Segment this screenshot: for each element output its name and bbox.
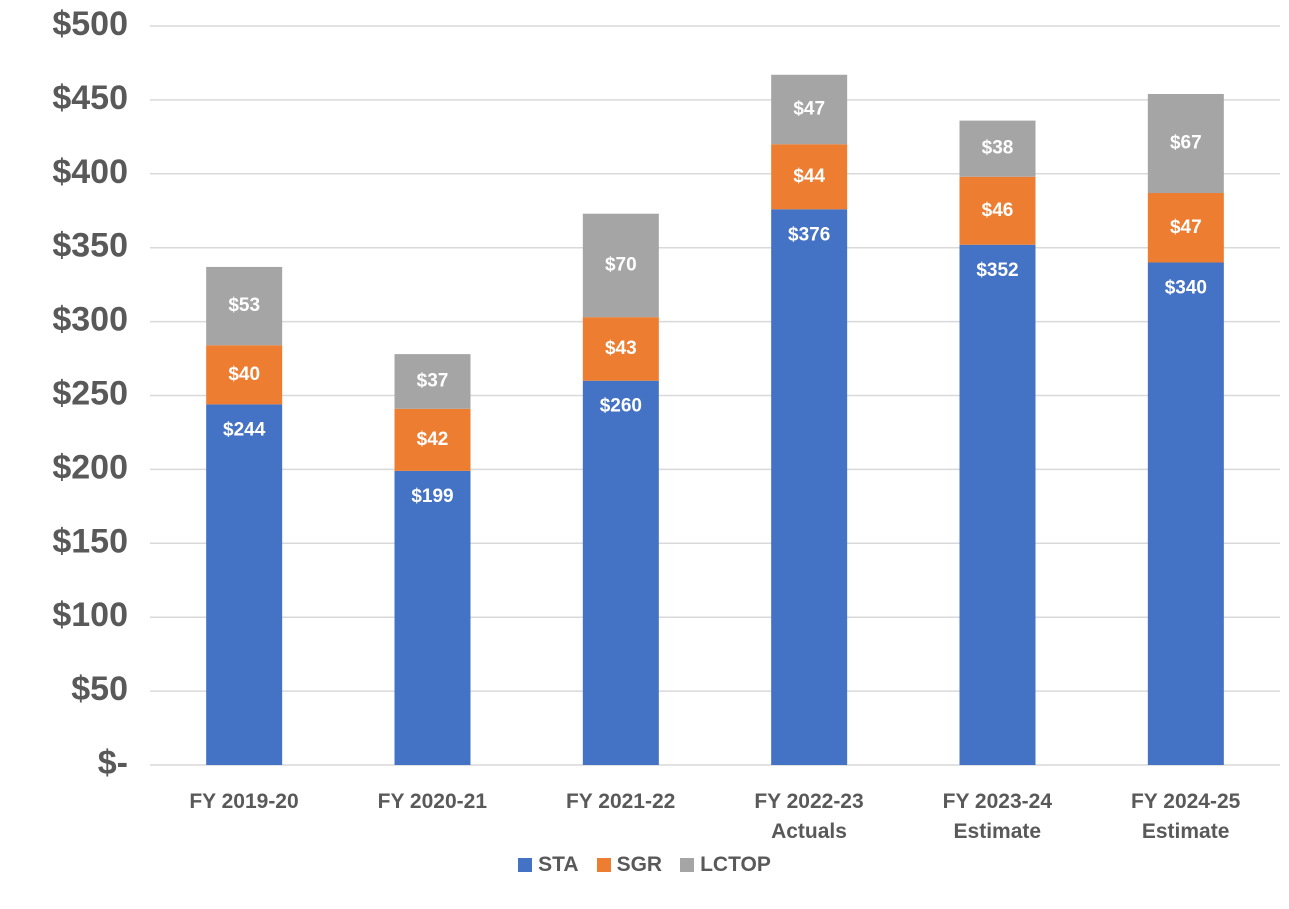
- legend-label: SGR: [616, 853, 663, 876]
- data-label: $38: [982, 138, 1014, 159]
- legend-label: STA: [538, 853, 579, 876]
- bar-segment: [206, 266, 283, 346]
- bar-segment: [771, 209, 848, 766]
- y-tick-label: $500: [52, 5, 128, 43]
- data-label: $67: [1170, 133, 1202, 154]
- data-label: $340: [1165, 277, 1207, 298]
- data-label: $47: [1170, 217, 1202, 238]
- y-tick-label: $450: [52, 79, 128, 117]
- bar-segment: [582, 213, 659, 318]
- y-tick-label: $200: [52, 448, 128, 486]
- data-label: $70: [605, 254, 637, 275]
- data-label: $244: [223, 419, 266, 440]
- y-tick-label: $300: [52, 301, 128, 339]
- y-tick-label: $150: [52, 522, 128, 560]
- data-label: $376: [788, 224, 830, 245]
- y-tick-label: $250: [52, 374, 128, 412]
- data-label: $260: [600, 396, 642, 417]
- bar-segment: [1147, 93, 1224, 194]
- data-label: $47: [793, 99, 825, 120]
- bar-segment: [394, 470, 471, 765]
- bar-segment: [1147, 193, 1224, 263]
- y-tick-label: $400: [52, 153, 128, 191]
- bar-segment: [959, 244, 1036, 765]
- y-tick-label: $100: [52, 596, 128, 634]
- x-tick-label: FY 2019-20: [189, 790, 299, 813]
- data-label: $44: [793, 166, 825, 187]
- legend-swatch: [680, 858, 695, 872]
- data-label: $42: [417, 429, 449, 450]
- data-label: $199: [411, 486, 453, 507]
- bar-segment: [394, 408, 471, 471]
- bar-segment: [394, 354, 471, 409]
- bar-segment: [959, 120, 1036, 177]
- legend-label: LCTOP: [700, 853, 771, 876]
- bar-segment: [206, 345, 283, 405]
- x-tick-label: FY 2021-22: [565, 790, 676, 813]
- data-label: $40: [228, 364, 260, 385]
- legend-item: STA: [518, 853, 579, 877]
- bar-segment: [582, 380, 659, 765]
- data-label: $46: [982, 200, 1014, 221]
- y-tick-label: $-: [98, 744, 128, 782]
- legend-swatch: [518, 858, 533, 872]
- y-tick-label: $350: [52, 227, 128, 265]
- data-label: $352: [976, 260, 1018, 281]
- bar-segment: [582, 317, 659, 381]
- data-label: $43: [605, 338, 637, 359]
- legend-swatch: [596, 858, 611, 872]
- bar-segment: [959, 176, 1036, 245]
- bar-segment: [1147, 262, 1224, 765]
- x-tick-label: FY 2023-24 Estimate: [942, 790, 1052, 843]
- x-tick-label: FY 2022-23 Actuals: [754, 790, 864, 843]
- x-tick-label: FY 2024-25 Estimate: [1130, 790, 1241, 843]
- bar-segment: [771, 144, 848, 210]
- data-label: $37: [417, 370, 449, 391]
- legend-item: LCTOP: [680, 853, 771, 877]
- y-tick-label: $50: [71, 670, 128, 708]
- legend: STA SGR LCTOP: [0, 853, 1289, 877]
- legend-item: SGR: [596, 853, 663, 877]
- x-tick-label: FY 2020-21: [377, 790, 487, 813]
- data-label: $53: [228, 295, 260, 316]
- bar-segment: [206, 404, 283, 765]
- bar-segment: [771, 74, 848, 145]
